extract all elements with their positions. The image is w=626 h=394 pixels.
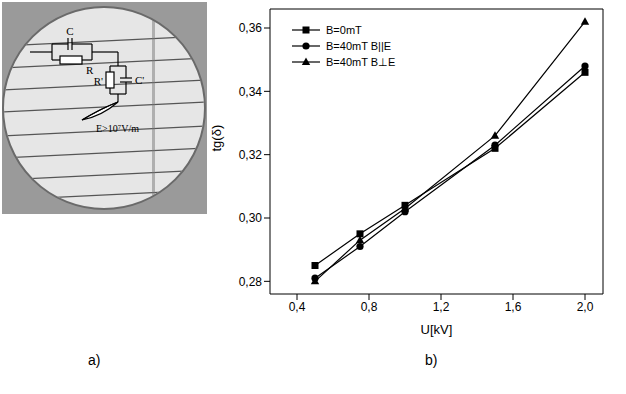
- svg-text:E>10⁷V/m: E>10⁷V/m: [96, 123, 139, 134]
- svg-text:0,34: 0,34: [239, 85, 263, 99]
- svg-text:U[kV]: U[kV]: [421, 322, 453, 337]
- html-text:a): a): [88, 352, 101, 368]
- svg-text:1,6: 1,6: [505, 300, 522, 314]
- svg-text:0,32: 0,32: [239, 148, 263, 162]
- html-text:B=40mT B⊥E: B=40mT B⊥E: [326, 56, 396, 68]
- svg-text:1,2: 1,2: [433, 300, 450, 314]
- svg-text:0,28: 0,28: [239, 275, 263, 289]
- svg-text:0,30: 0,30: [239, 211, 263, 225]
- svg-text:C': C': [135, 74, 144, 86]
- svg-text:R': R': [94, 75, 103, 87]
- svg-text:0,36: 0,36: [239, 21, 263, 35]
- svg-text:C: C: [66, 25, 73, 37]
- html-text:b): b): [425, 352, 438, 368]
- html-text:B=40mT B||E: B=40mT B||E: [326, 40, 392, 52]
- svg-text:0,8: 0,8: [361, 300, 378, 314]
- svg-text:tg(δ): tg(δ): [209, 125, 224, 152]
- html-text:B=0mT: B=0mT: [326, 24, 362, 36]
- svg-text:R: R: [86, 64, 94, 76]
- svg-text:2,0: 2,0: [577, 300, 594, 314]
- svg-text:0,4: 0,4: [289, 300, 306, 314]
